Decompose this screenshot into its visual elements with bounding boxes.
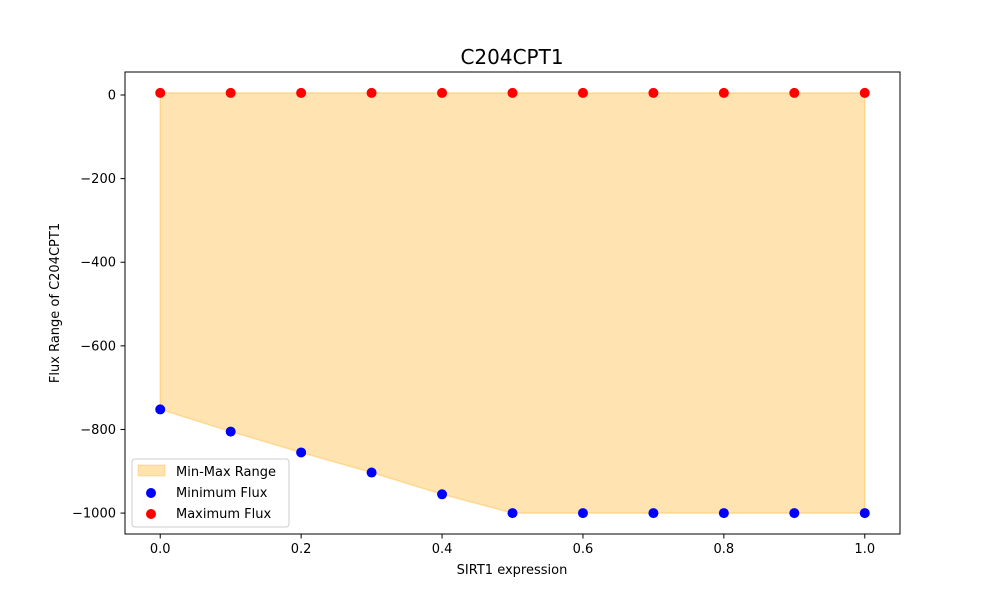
legend-marker-min — [146, 488, 156, 498]
legend-label-max: Maximum Flux — [176, 507, 272, 522]
legend-fill-swatch — [137, 464, 166, 477]
maximum-flux-point — [507, 87, 518, 98]
minimum-flux-point — [789, 508, 800, 519]
legend-frame — [131, 458, 290, 528]
minimum-flux-point — [155, 404, 166, 415]
min-max-range-area — [159, 92, 866, 514]
y-tick-label: −800 — [80, 423, 116, 438]
axes-frame — [124, 71, 901, 535]
maximum-flux-point — [437, 87, 448, 98]
legend: Min-Max Range Minimum Flux Maximum Flux — [131, 458, 290, 528]
x-tick-label: 0.2 — [291, 542, 312, 557]
maximum-flux-point — [366, 87, 377, 98]
minimum-flux-point — [648, 508, 659, 519]
y-axis-label: Flux Range of C204CPT1 — [48, 223, 63, 383]
y-tick-label: −400 — [80, 256, 116, 271]
minimum-flux-point — [437, 489, 448, 500]
x-tick-label: 1.0 — [854, 542, 875, 557]
x-tick-label: 0.6 — [573, 542, 594, 557]
maximum-flux-point — [577, 87, 588, 98]
x-tick-label: 0.4 — [432, 542, 453, 557]
legend-marker-max — [146, 509, 156, 519]
chart-title: C204CPT1 — [460, 45, 563, 69]
minimum-flux-point — [507, 508, 518, 519]
points-layer — [155, 87, 870, 519]
x-axis: 0.0 0.2 0.4 0.6 0.8 1.0 — [150, 534, 875, 557]
maximum-flux-point — [648, 87, 659, 98]
y-axis: 0 −200 −400 −600 −800 −1000 — [72, 88, 125, 522]
maximum-flux-point — [859, 87, 870, 98]
maximum-flux-point — [789, 87, 800, 98]
maximum-flux-point — [155, 87, 166, 98]
minimum-flux-point — [718, 508, 729, 519]
x-tick-label: 0.8 — [714, 542, 735, 557]
minimum-flux-point — [225, 426, 236, 437]
y-tick-label: −600 — [80, 339, 116, 354]
minimum-flux-point — [577, 508, 588, 519]
x-tick-label: 0.0 — [150, 542, 171, 557]
minimum-flux-point — [296, 447, 307, 458]
y-tick-label: 0 — [108, 88, 116, 103]
fill-layer — [159, 92, 866, 514]
maximum-flux-point — [296, 87, 307, 98]
x-axis-label: SIRT1 expression — [457, 563, 568, 578]
maximum-flux-point — [225, 87, 236, 98]
minimum-flux-point — [859, 508, 870, 519]
maximum-flux-point — [718, 87, 729, 98]
legend-label-range: Min-Max Range — [176, 465, 276, 480]
y-tick-label: −200 — [80, 172, 116, 187]
minimum-flux-point — [366, 467, 377, 478]
legend-label-min: Minimum Flux — [176, 486, 268, 501]
y-tick-label: −1000 — [72, 507, 116, 522]
